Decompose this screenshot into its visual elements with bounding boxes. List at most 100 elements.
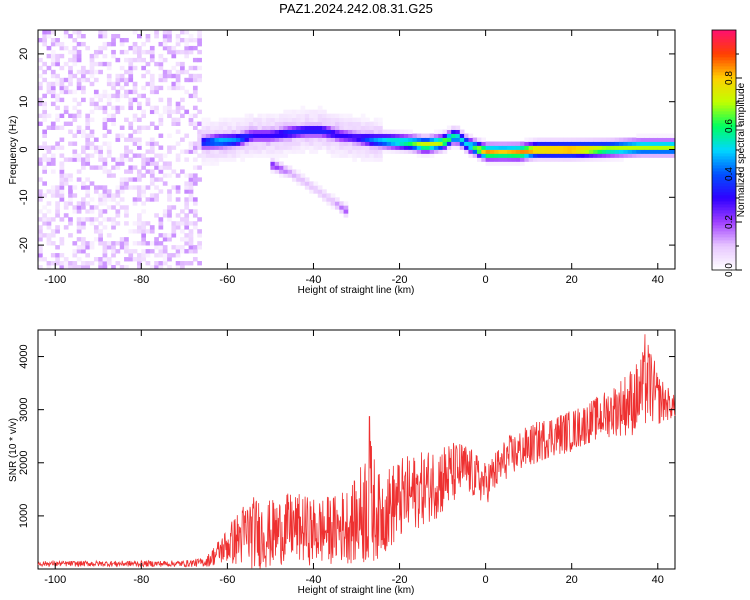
heatmap-cell bbox=[266, 117, 271, 123]
heatmap-cell bbox=[365, 121, 370, 126]
heatmap-cell bbox=[201, 149, 207, 154]
heatmap-cell bbox=[167, 73, 172, 79]
heatmap-cell bbox=[619, 149, 624, 154]
heatmap-cell bbox=[550, 141, 555, 146]
heatmap-cell bbox=[339, 133, 344, 138]
heatmap-cell bbox=[248, 113, 254, 119]
heatmap-cell bbox=[192, 181, 198, 186]
heatmap-cell bbox=[313, 121, 319, 126]
heatmap-cell bbox=[274, 137, 280, 142]
heatmap-cell bbox=[304, 125, 310, 130]
heatmap-cell bbox=[227, 133, 233, 138]
heatmap-cell bbox=[141, 65, 146, 71]
heatmap-cell bbox=[145, 61, 151, 67]
heatmap-cell bbox=[85, 141, 91, 146]
heatmap-cell bbox=[291, 125, 297, 130]
heatmap-cell bbox=[85, 69, 91, 75]
heatmap-cell bbox=[81, 241, 86, 246]
heatmap-cell bbox=[162, 253, 168, 258]
colorbar-swatch bbox=[712, 234, 736, 238]
heatmap-cell bbox=[162, 105, 168, 111]
heatmap-cell bbox=[119, 185, 125, 190]
heatmap-cell bbox=[270, 129, 276, 134]
heatmap-cell bbox=[235, 125, 241, 130]
heatmap-cell bbox=[98, 69, 103, 75]
heatmap-cell bbox=[360, 125, 366, 130]
heatmap-cell bbox=[580, 145, 586, 150]
heatmap-cell bbox=[279, 113, 284, 119]
heatmap-cell bbox=[197, 141, 202, 146]
heatmap-cell bbox=[390, 133, 396, 138]
heatmap-cell bbox=[653, 137, 659, 142]
heatmap-cell bbox=[81, 73, 86, 79]
heatmap-cell bbox=[261, 129, 267, 134]
heatmap-cell bbox=[154, 33, 159, 39]
heatmap-cell bbox=[192, 93, 198, 99]
heatmap-cell bbox=[145, 197, 151, 202]
heatmap-cell bbox=[210, 157, 215, 162]
heatmap-cell bbox=[412, 133, 418, 138]
heatmap-cell bbox=[365, 133, 370, 138]
heatmap-cell bbox=[438, 129, 443, 134]
heatmap-cell bbox=[317, 117, 323, 123]
heatmap-cell bbox=[365, 141, 370, 146]
heatmap-cell bbox=[63, 121, 69, 126]
heatmap-cell bbox=[119, 197, 125, 202]
heatmap-cell bbox=[158, 169, 164, 174]
heatmap-cell bbox=[257, 113, 263, 119]
heatmap-cell bbox=[141, 57, 146, 63]
heatmap-cell bbox=[223, 157, 228, 162]
heatmap-cell bbox=[468, 149, 474, 154]
heatmap-cell bbox=[167, 197, 172, 202]
heatmap-cell bbox=[124, 241, 129, 246]
heatmap-cell bbox=[498, 145, 504, 150]
heatmap-cell bbox=[352, 121, 357, 126]
heatmap-cell bbox=[141, 173, 146, 178]
heatmap-cell bbox=[136, 173, 142, 178]
heatmap-cell bbox=[421, 153, 426, 158]
colorbar-swatch bbox=[712, 222, 736, 226]
heatmap-cell bbox=[85, 121, 91, 126]
heatmap-cell bbox=[218, 141, 224, 146]
heatmap-cell bbox=[339, 145, 344, 150]
heatmap-cell bbox=[128, 61, 134, 67]
heatmap-cell bbox=[662, 133, 667, 138]
heatmap-cell bbox=[373, 117, 379, 123]
heatmap-cell bbox=[81, 205, 86, 210]
heatmap-cell bbox=[304, 137, 310, 142]
spectrogram-xlabel: Height of straight line (km) bbox=[298, 285, 415, 296]
colorbar-swatch bbox=[712, 162, 736, 166]
heatmap-cell bbox=[317, 189, 323, 194]
heatmap-cell bbox=[93, 77, 99, 83]
heatmap-cell bbox=[128, 137, 134, 142]
heatmap-cell bbox=[158, 177, 164, 182]
heatmap-cell bbox=[42, 105, 47, 111]
heatmap-cell bbox=[192, 65, 198, 71]
heatmap-cell bbox=[167, 105, 172, 111]
heatmap-cell bbox=[128, 133, 134, 138]
heatmap-cell bbox=[313, 145, 319, 150]
heatmap-cell bbox=[429, 145, 435, 150]
heatmap-cell bbox=[296, 149, 301, 154]
heatmap-cell bbox=[50, 61, 56, 67]
heatmap-cell bbox=[136, 49, 142, 55]
heatmap-cell bbox=[50, 57, 56, 63]
heatmap-cell bbox=[649, 145, 654, 150]
heatmap-cell bbox=[76, 221, 82, 226]
heatmap-cell bbox=[528, 137, 534, 142]
heatmap-cell bbox=[537, 141, 542, 146]
heatmap-cell bbox=[55, 213, 60, 218]
heatmap-cell bbox=[111, 53, 116, 59]
colorbar-tick-label: 0.2 bbox=[724, 215, 735, 229]
heatmap-cell bbox=[98, 221, 103, 226]
heatmap-cell bbox=[38, 265, 43, 270]
heatmap-cell bbox=[154, 165, 159, 170]
heatmap-cell bbox=[313, 141, 319, 146]
heatmap-cell bbox=[356, 137, 362, 142]
heatmap-cell bbox=[270, 157, 276, 162]
heatmap-cell bbox=[158, 145, 164, 150]
heatmap-cell bbox=[98, 105, 103, 111]
colorbar-swatch bbox=[712, 231, 736, 235]
heatmap-cell bbox=[85, 209, 91, 214]
heatmap-cell bbox=[102, 225, 108, 230]
